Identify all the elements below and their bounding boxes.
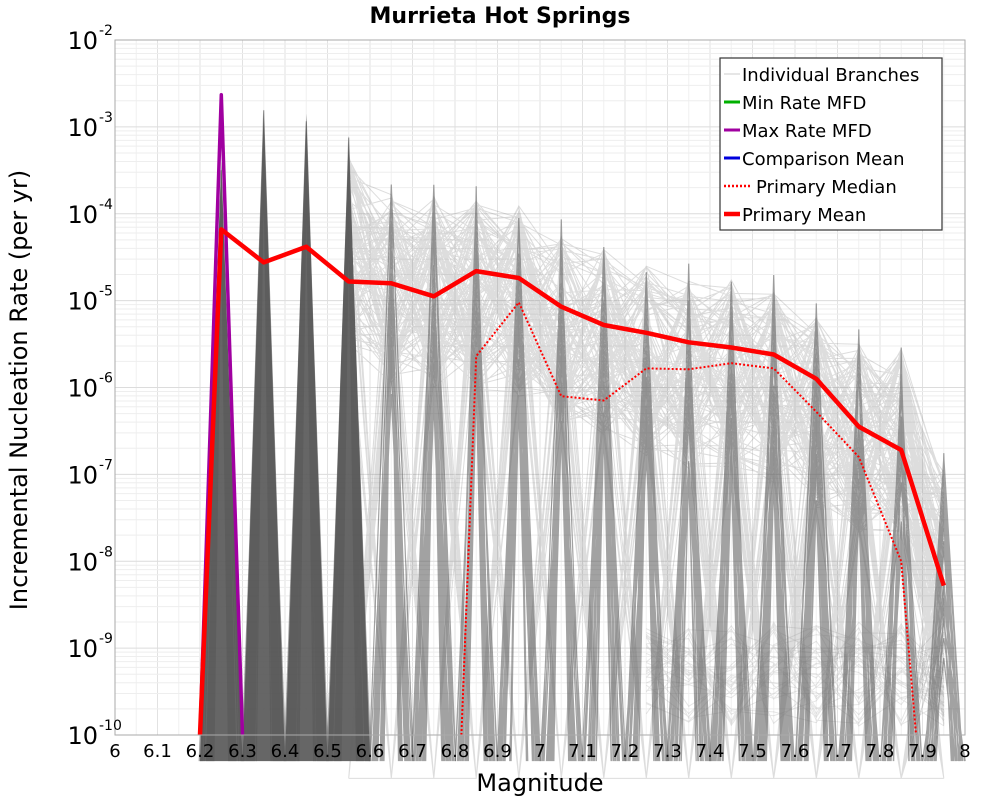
y-tick-base: 10	[67, 548, 98, 576]
y-tick-base: 10	[67, 461, 98, 489]
y-tick-exponent: -8	[99, 544, 113, 560]
y-tick-base: 10	[67, 722, 98, 750]
branch-spike-fill	[285, 113, 328, 762]
y-tick-label: 10	[67, 201, 98, 229]
series-layer	[197, 92, 946, 736]
legend-label: Comparison Mean	[742, 149, 905, 170]
y-tick-label: 10	[67, 288, 98, 316]
x-tick-label: 7.7	[823, 741, 852, 762]
y-axis-label: Incremental Nucleation Rate (per yr)	[5, 170, 33, 610]
y-tick-base: 10	[67, 288, 98, 316]
x-axis-label: Magnitude	[476, 769, 603, 797]
y-tick-base: 10	[67, 201, 98, 229]
branch-lines	[348, 154, 945, 779]
branch-spike	[454, 186, 498, 762]
chart-title: Murrieta Hot Springs	[370, 4, 631, 29]
branch-spike-fill	[242, 109, 285, 762]
legend-label: Max Rate MFD	[742, 121, 872, 142]
y-tick-label: 10	[67, 635, 98, 663]
x-tick-label: 7	[534, 741, 545, 762]
x-tick-label: 6.5	[313, 741, 342, 762]
branch-spike	[794, 303, 838, 762]
branch-lines-low	[645, 620, 945, 727]
individual-branches	[198, 109, 966, 779]
y-tick-label: 10	[67, 722, 98, 750]
x-tick-label: 6.9	[483, 741, 512, 762]
x-tick-label: 6	[109, 741, 120, 762]
y-tick-base: 10	[67, 114, 98, 142]
branch-spike	[496, 217, 541, 762]
legend-label: Individual Branches	[742, 65, 919, 86]
branch-spike	[539, 219, 583, 762]
x-tick-label: 6.2	[186, 741, 215, 762]
y-axis: 10-210-310-410-510-610-710-810-910-10	[67, 23, 121, 750]
legend-label: Primary Median	[756, 177, 897, 198]
x-tick-label: 7.8	[866, 741, 895, 762]
y-tick-base: 10	[67, 27, 98, 55]
branch-spike	[666, 263, 712, 762]
y-tick-label: 10	[67, 114, 98, 142]
y-tick-label: 10	[67, 461, 98, 489]
x-tick-label: 7.2	[611, 741, 640, 762]
y-tick-exponent: -7	[99, 457, 113, 473]
branch-spike-fill	[200, 161, 243, 762]
x-tick-label: 7.4	[696, 741, 725, 762]
x-tick-label: 6.7	[398, 741, 427, 762]
y-tick-exponent: -3	[99, 110, 113, 126]
legend-label: Min Rate MFD	[742, 93, 866, 114]
x-tick-label: 6.4	[271, 741, 300, 762]
y-tick-exponent: -10	[99, 718, 122, 734]
branch-spike	[752, 274, 795, 762]
branch-spike-fill	[327, 135, 370, 762]
y-tick-exponent: -4	[99, 197, 113, 213]
x-tick-label: 7.3	[653, 741, 682, 762]
y-tick-label: 10	[67, 375, 98, 403]
y-tick-base: 10	[67, 635, 98, 663]
x-tick-label: 8	[959, 741, 970, 762]
x-tick-label: 7.5	[738, 741, 767, 762]
branch-spike	[623, 272, 669, 762]
branch-spike	[411, 184, 457, 762]
y-tick-label: 10	[67, 27, 98, 55]
x-axis: 6 6.1 6.2 6.3 6.4 6.5 6.6 6.7 6.8 6.9 7 7.1 7.2 7.3 7.…	[109, 741, 970, 762]
x-tick-label: 7.6	[781, 741, 810, 762]
y-tick-exponent: -6	[99, 371, 113, 387]
y-tick-exponent: -2	[99, 23, 113, 39]
legend-label: Primary Mean	[742, 205, 866, 226]
x-tick-label: 6.3	[228, 741, 257, 762]
y-tick-exponent: -5	[99, 284, 113, 300]
x-tick-label: 6.6	[356, 741, 385, 762]
y-tick-base: 10	[67, 375, 98, 403]
y-tick-label: 10	[67, 548, 98, 576]
series-primary-mean	[197, 227, 946, 736]
branch-spike	[837, 329, 880, 762]
x-tick-label: 7.1	[568, 741, 597, 762]
x-tick-label: 6.8	[441, 741, 470, 762]
y-tick-exponent: -9	[99, 631, 113, 647]
legend-box	[719, 57, 943, 231]
x-tick-label: 6.1	[143, 741, 172, 762]
series-primary-median	[460, 301, 918, 736]
x-tick-label: 7.9	[908, 741, 937, 762]
branch-spike	[709, 281, 754, 762]
legend: Individual Branches Min Rate MFD Max Rate …	[719, 57, 943, 231]
branch-spike	[368, 184, 414, 762]
